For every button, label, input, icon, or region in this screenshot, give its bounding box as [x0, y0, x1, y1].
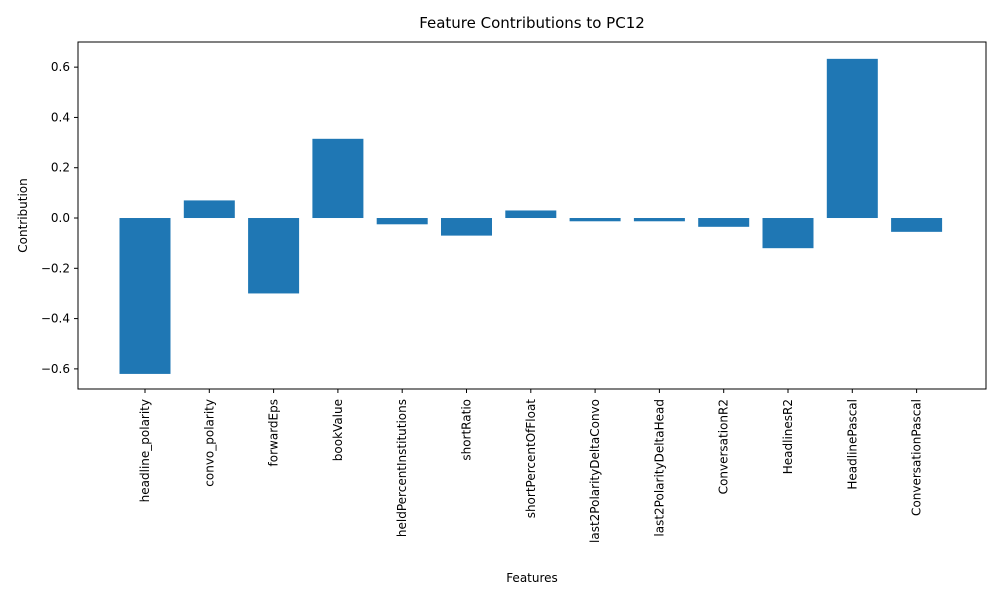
y-axis-label: Contribution — [16, 178, 30, 253]
x-tick-label: headline_polarity — [138, 399, 152, 502]
x-axis-label: Features — [506, 571, 558, 585]
bar-convo_polarity — [183, 200, 235, 219]
x-tick-label: HeadlinePascal — [845, 399, 859, 490]
bar-headline_polarity — [119, 218, 171, 374]
bar-HeadlinesR2 — [762, 218, 814, 249]
x-tick-label: HeadlinesR2 — [781, 399, 795, 474]
bars-group — [119, 58, 943, 374]
y-tick-label: −0.2 — [41, 261, 70, 275]
x-axis: headline_polarity convo_polarity forwardEp… — [138, 389, 924, 543]
bar-bookValue — [312, 138, 364, 219]
y-axis: −0.6 −0.4 −0.2 0.0 0.2 0.4 0.6 — [41, 60, 78, 376]
bar-last2PolarityDeltaHead — [633, 218, 685, 222]
y-tick-label: 0.0 — [51, 211, 70, 225]
chart-title: Feature Contributions to PC12 — [419, 14, 645, 32]
bar-last2PolarityDeltaConvo — [569, 218, 621, 222]
x-tick-label: last2PolarityDeltaConvo — [588, 399, 602, 543]
y-tick-label: −0.6 — [41, 362, 70, 376]
x-tick-label: last2PolarityDeltaHead — [652, 399, 666, 537]
y-tick-label: 0.2 — [51, 161, 70, 175]
bar-heldPercentInstitutions — [376, 218, 428, 225]
bar-ConversationR2 — [698, 218, 750, 227]
y-tick-label: −0.4 — [41, 312, 70, 326]
x-tick-label: convo_polarity — [202, 399, 216, 487]
bar-forwardEps — [248, 218, 300, 294]
bar-shortPercentOfFloat — [505, 210, 557, 219]
x-tick-label: shortPercentOfFloat — [524, 399, 538, 519]
bar-shortRatio — [441, 218, 492, 236]
plot-frame — [77, 41, 987, 390]
x-tick-label: bookValue — [331, 399, 345, 461]
x-tick-label: forwardEps — [267, 399, 281, 466]
bar-HeadlinePascal — [826, 58, 878, 219]
bar-ConversationPascal — [891, 218, 943, 232]
x-tick-label: heldPercentInstitutions — [395, 399, 409, 537]
x-tick-label: ConversationPascal — [910, 399, 924, 516]
y-tick-label: 0.4 — [51, 110, 70, 124]
x-tick-label: ConversationR2 — [717, 399, 731, 494]
y-tick-label: 0.6 — [51, 60, 70, 74]
x-tick-label: shortRatio — [460, 399, 474, 461]
